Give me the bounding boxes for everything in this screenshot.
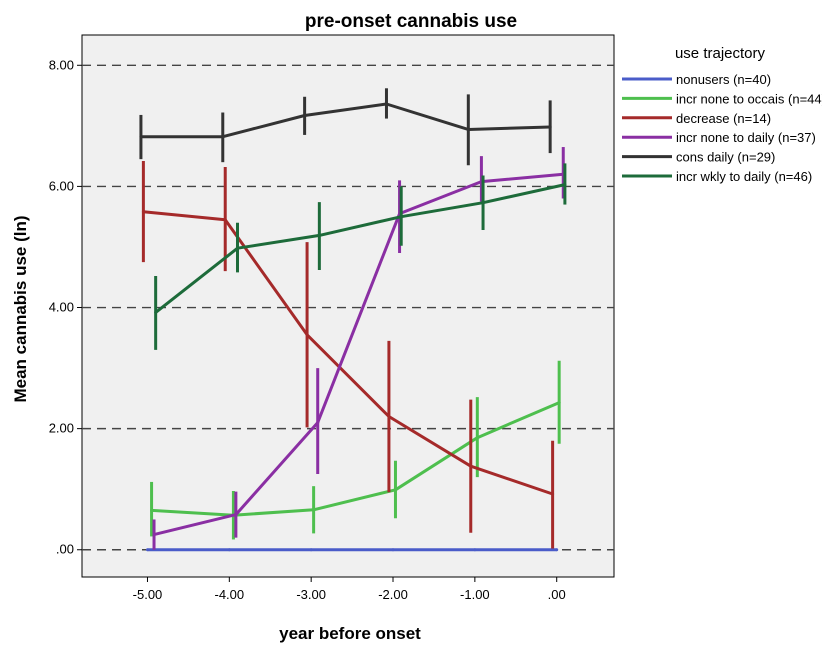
x-tick-label: -2.00	[378, 587, 408, 602]
data-point	[312, 508, 316, 512]
data-point	[309, 548, 313, 552]
x-axis-label: year before onset	[279, 624, 421, 643]
data-point	[551, 492, 555, 496]
series-5	[154, 163, 567, 350]
data-point	[555, 548, 559, 552]
y-tick-label: .00	[56, 542, 74, 557]
legend-title: use trajectory	[675, 45, 766, 62]
data-point	[393, 488, 397, 492]
data-point	[317, 233, 321, 237]
x-tick-label: -1.00	[460, 587, 490, 602]
plot-area	[81, 34, 615, 578]
series-line	[140, 102, 551, 139]
legend-entry: incr none to occais (n=44)	[676, 91, 822, 106]
data-point	[473, 548, 477, 552]
data-point	[303, 114, 307, 118]
series-2	[141, 160, 555, 549]
data-point	[154, 310, 158, 314]
data-point	[384, 102, 388, 106]
y-axis-label: Mean cannabis use (ln)	[11, 215, 30, 402]
data-point	[227, 548, 231, 552]
y-tick-label: 8.00	[49, 57, 74, 72]
data-point	[150, 508, 154, 512]
series-4	[139, 88, 552, 166]
y-tick-label: 4.00	[49, 300, 74, 315]
legend-entry: incr none to daily (n=37)	[676, 130, 816, 145]
x-tick-label: -4.00	[215, 587, 245, 602]
series-line	[153, 172, 564, 537]
x-tick-label: -5.00	[133, 587, 163, 602]
data-point	[399, 215, 403, 219]
y-tick-label: 2.00	[49, 421, 74, 436]
data-point	[466, 127, 470, 131]
series-0	[145, 548, 559, 552]
data-point	[305, 333, 309, 337]
series-line	[151, 401, 560, 517]
data-point	[469, 464, 473, 468]
data-point	[387, 415, 391, 419]
data-point	[563, 183, 567, 187]
data-point	[316, 421, 320, 425]
legend-entry: nonusers (n=40)	[676, 72, 771, 87]
data-point	[141, 210, 145, 214]
data-point	[234, 513, 238, 517]
data-point	[236, 246, 240, 250]
data-point	[145, 548, 149, 552]
series-group	[139, 88, 567, 552]
data-point	[391, 548, 395, 552]
legend-entry: cons daily (n=29)	[676, 150, 775, 165]
x-tick-label: -3.00	[296, 587, 326, 602]
legend: use trajectory nonusers (n=40) incr none …	[622, 45, 822, 184]
chart-title: pre-onset cannabis use	[305, 11, 517, 32]
series-line	[143, 210, 554, 496]
data-point	[139, 135, 143, 139]
data-point	[221, 135, 225, 139]
data-point	[475, 436, 479, 440]
axes: .00 2.00 4.00 6.00 8.00 -5.00 -4.00 -3.00 -2.00 -…	[49, 57, 566, 602]
data-point	[152, 533, 156, 537]
data-point	[223, 218, 227, 222]
y-tick-label: 6.00	[49, 178, 74, 193]
data-point	[548, 125, 552, 129]
legend-entry: decrease (n=14)	[676, 111, 771, 126]
legend-entry: incr wkly to daily (n=46)	[676, 169, 812, 184]
data-point	[557, 401, 561, 405]
series-line	[154, 183, 566, 314]
data-point	[481, 201, 485, 205]
x-tick-label: .00	[548, 587, 566, 602]
